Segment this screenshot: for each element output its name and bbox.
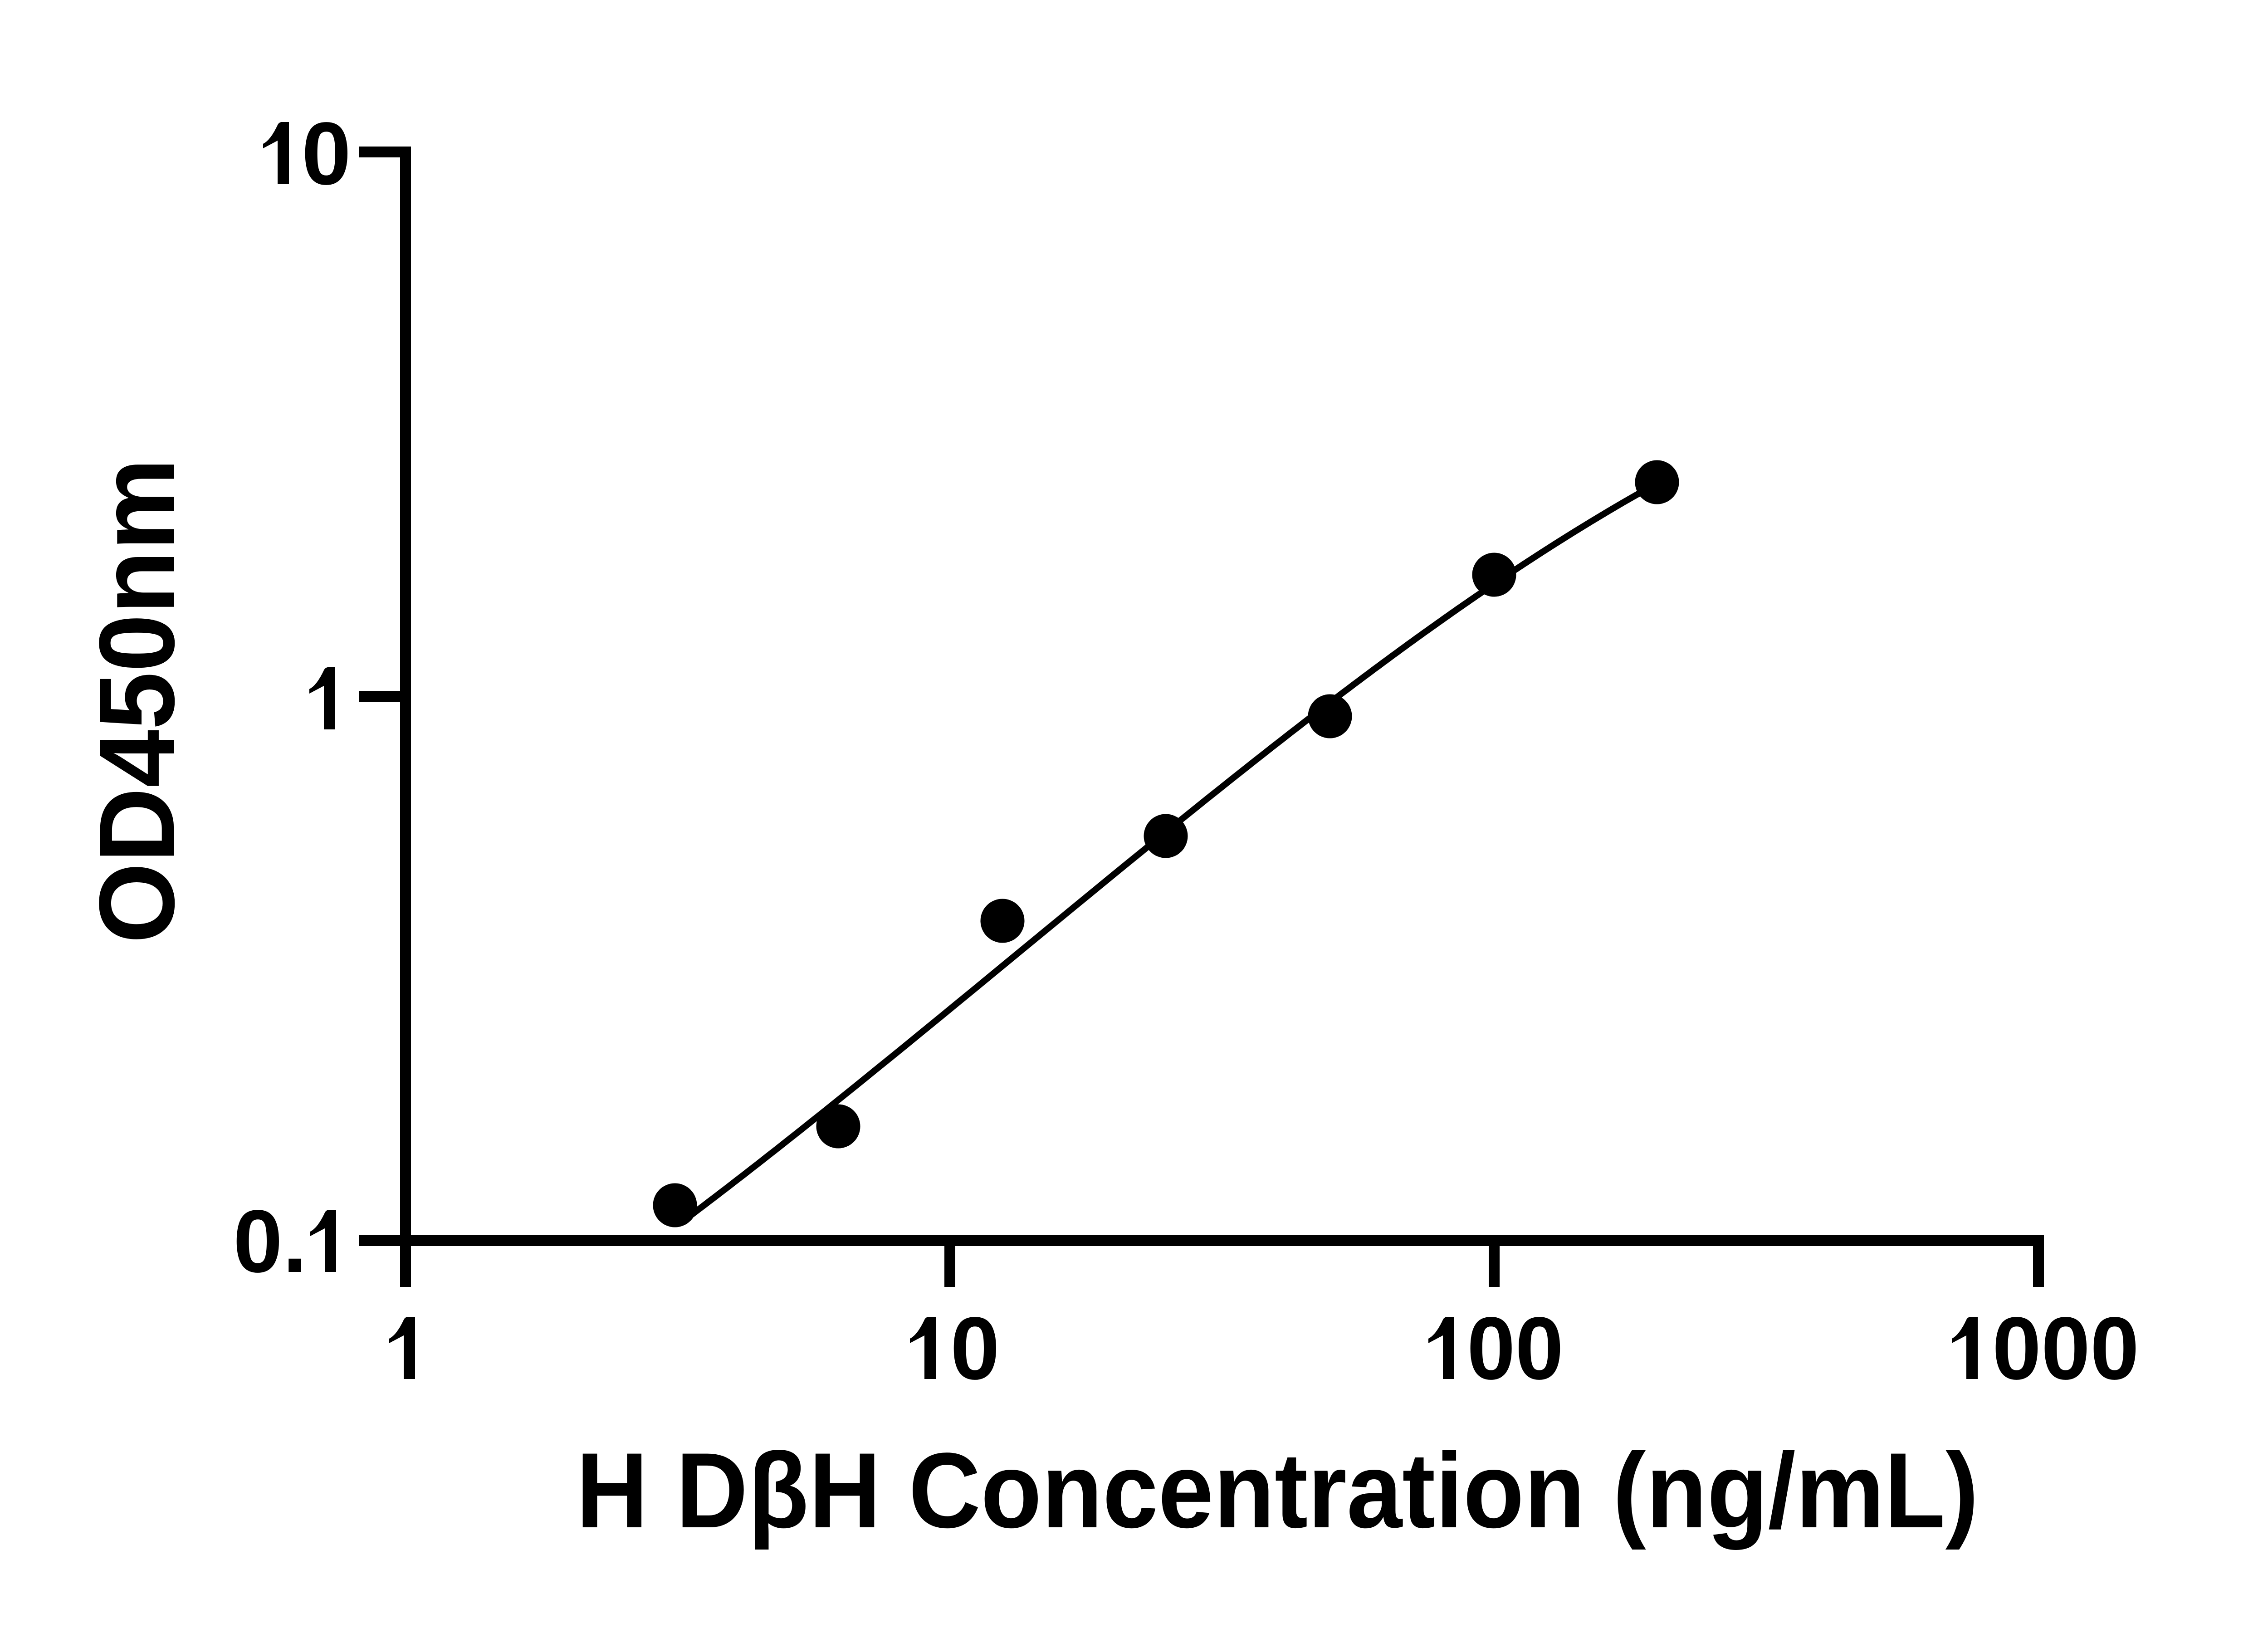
svg-text:00: 00 — [1467, 1299, 1564, 1398]
svg-text:0.: 0. — [233, 1192, 307, 1291]
svg-text:000: 000 — [1992, 1299, 2139, 1398]
svg-text:0: 0 — [950, 1299, 1000, 1398]
svg-text:H DβH Concentration (ng/mL): H DβH Concentration (ng/mL) — [576, 1431, 1979, 1550]
svg-text:0: 0 — [302, 104, 351, 203]
svg-text:OD450nm: OD450nm — [77, 458, 197, 944]
